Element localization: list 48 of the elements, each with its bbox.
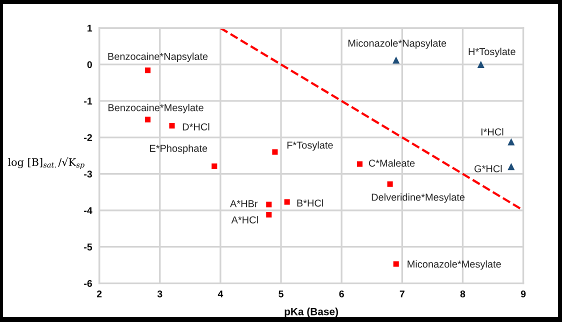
annotation: Benzocaine*Napsylate bbox=[108, 52, 208, 62]
annotation: Delveridine*Mesylate bbox=[372, 193, 465, 203]
annotation: F*Tosylate bbox=[287, 141, 333, 151]
point bbox=[266, 202, 272, 208]
y-tick-label: -5 bbox=[84, 244, 92, 250]
x-tick-label: 9 bbox=[520, 290, 526, 298]
annotation: Miconazole*Mesylate bbox=[408, 260, 501, 270]
point bbox=[393, 261, 399, 267]
annotation: B*HCl bbox=[297, 199, 324, 207]
annotation: D*HCl bbox=[182, 123, 210, 130]
annotation: G*HCl bbox=[474, 164, 502, 172]
point bbox=[212, 163, 218, 170]
x-tick-label: 3 bbox=[157, 290, 162, 298]
x-tick-label: 6 bbox=[339, 290, 344, 298]
y-tick-label: -6 bbox=[84, 280, 92, 287]
point bbox=[508, 163, 515, 170]
point bbox=[144, 116, 151, 122]
point bbox=[266, 212, 272, 218]
point bbox=[508, 138, 515, 146]
annotation: E*Phosphate bbox=[150, 144, 208, 154]
point bbox=[144, 68, 151, 74]
x-tick-label: 5 bbox=[278, 290, 284, 298]
point bbox=[272, 149, 278, 155]
y-tick-label: -3 bbox=[84, 170, 92, 178]
point bbox=[477, 60, 484, 68]
y-tick-label: -1 bbox=[84, 98, 92, 104]
x-tick-label: 7 bbox=[400, 290, 404, 298]
annotation: A*HCl bbox=[231, 216, 258, 224]
x-tick-label: 8 bbox=[460, 290, 466, 298]
y-axis-title: log [B]$_{sat.}$/√K$_{sp}$ bbox=[8, 157, 84, 170]
point bbox=[356, 161, 363, 167]
annotation: I*HCl bbox=[481, 128, 504, 136]
point bbox=[284, 199, 290, 205]
annotation: A*HBr bbox=[230, 200, 258, 208]
y-tick-label: -4 bbox=[84, 207, 92, 214]
y-tick-label: 1 bbox=[88, 24, 92, 32]
point bbox=[169, 122, 175, 129]
x-tick-label: 2 bbox=[96, 290, 102, 298]
annotation: Benzocaine*Mesylate bbox=[108, 104, 204, 114]
annotation: H*Tosylate bbox=[468, 48, 516, 58]
point bbox=[392, 56, 400, 64]
y-tick-label: 0 bbox=[87, 61, 92, 68]
x-tick-label: 4 bbox=[218, 290, 224, 298]
x-axis-title: pKa (Base) bbox=[284, 308, 338, 318]
point bbox=[387, 181, 393, 187]
annotation: C*Maleate bbox=[368, 159, 415, 167]
annotation: Miconazole*Napsylate bbox=[348, 39, 446, 49]
y-tick-label: -2 bbox=[84, 134, 92, 141]
